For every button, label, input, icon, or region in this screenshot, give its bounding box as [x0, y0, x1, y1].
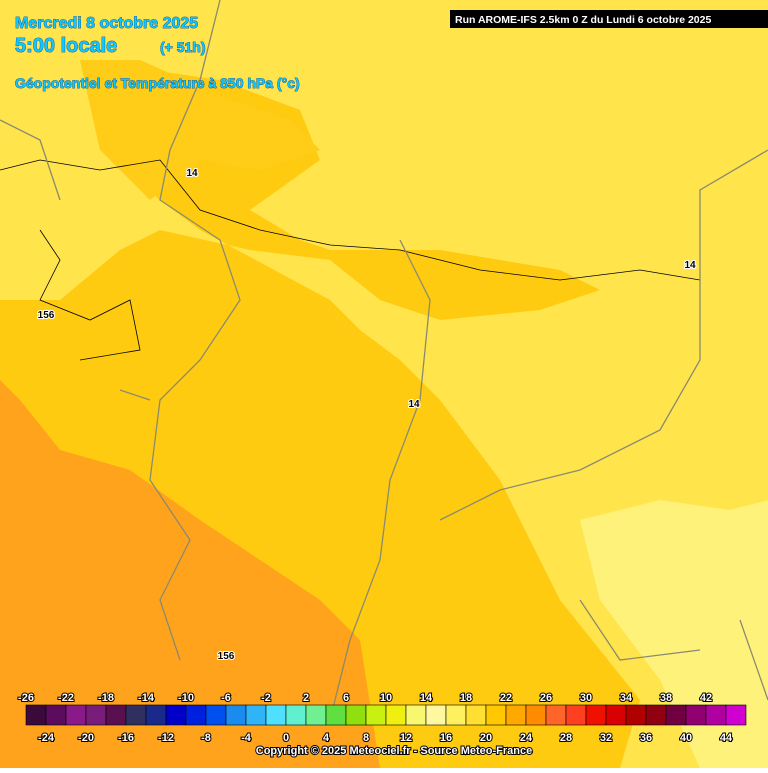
scale-tick-label: 34 [620, 692, 633, 704]
color-box [605, 704, 627, 726]
scale-tick-label: -26 [18, 692, 34, 704]
zone-orange [80, 60, 320, 200]
scale-tick-label: -18 [98, 692, 114, 704]
scale-tick-label: 40 [680, 732, 692, 744]
color-box [285, 704, 307, 726]
color-box [365, 704, 387, 726]
coastline [39, 229, 141, 361]
color-box [85, 704, 107, 726]
scale-tick-label: 18 [460, 692, 472, 704]
contour-label: 156 [218, 651, 235, 662]
scale-tick-label: 42 [700, 692, 712, 704]
scale-tick-label: 20 [480, 732, 492, 744]
color-box [345, 704, 367, 726]
color-box [525, 704, 547, 726]
run: Run AROME-IFS 2.5km 0 Z du Lundi 6 octob… [455, 14, 711, 26]
color-box [725, 704, 747, 726]
time: 5:00 locale [15, 35, 117, 57]
color-box [405, 704, 427, 726]
scale-tick-label: -4 [241, 732, 252, 744]
color-box [45, 704, 67, 726]
color-box [305, 704, 327, 726]
color-box [165, 704, 187, 726]
run-box [450, 10, 768, 28]
scale-tick-label: 6 [343, 692, 349, 704]
scale-tick-label: 14 [420, 692, 433, 704]
contour-label: 156 [38, 310, 55, 321]
color-box [665, 704, 687, 726]
border [0, 119, 768, 701]
scale-tick-label: 12 [400, 732, 412, 744]
scale-tick-label: 28 [560, 732, 572, 744]
scale-tick-label: 22 [500, 692, 512, 704]
coastline [0, 159, 701, 281]
copyright: Copyright © 2025 Meteociel.fr - Source M… [256, 745, 532, 757]
scale-tick-label: 36 [640, 732, 652, 744]
color-box [705, 704, 727, 726]
color-box [385, 704, 407, 726]
scale-tick-label: -8 [201, 732, 211, 744]
color-box [585, 704, 607, 726]
color-box [325, 704, 347, 726]
scale-tick-label: 0 [283, 732, 289, 744]
scale-tick-label: 2 [303, 692, 309, 704]
zone-dark-orange [0, 380, 380, 768]
date: Mercredi 8 octobre 2025 [15, 15, 198, 32]
scale-tick-label: -6 [221, 692, 231, 704]
color-box [685, 704, 707, 726]
field: Géopotentiel et Température à 850 hPa (°… [15, 75, 300, 91]
scale-tick-label: 38 [660, 692, 672, 704]
color-box [145, 704, 167, 726]
scale-tick-label: -20 [78, 732, 94, 744]
scale-tick-label: -10 [178, 692, 194, 704]
scale-tick-label: 10 [380, 692, 392, 704]
color-box [185, 704, 207, 726]
color-box [125, 704, 147, 726]
scale-tick-label: 44 [720, 732, 733, 744]
color-box [245, 704, 267, 726]
color-box [485, 704, 507, 726]
scale-tick-label: 24 [520, 732, 533, 744]
scale-tick-label: 30 [580, 692, 592, 704]
contour-label: 14 [684, 260, 696, 271]
scale-tick-label: 26 [540, 692, 552, 704]
color-box [545, 704, 567, 726]
scale-tick-label: 4 [323, 732, 330, 744]
color-box [205, 704, 227, 726]
color-box [225, 704, 247, 726]
color-box [645, 704, 667, 726]
scale-tick-label: -24 [38, 732, 55, 744]
scale-tick-label: 16 [440, 732, 452, 744]
scale-tick-label: -22 [58, 692, 74, 704]
contour-label: 14 [186, 168, 198, 179]
contour-label: 14 [408, 399, 420, 410]
color-box [625, 704, 647, 726]
lead: (+ 51h) [160, 39, 206, 55]
color-box [265, 704, 287, 726]
color-box [25, 704, 47, 726]
color-box [425, 704, 447, 726]
scale-tick-label: -2 [261, 692, 271, 704]
border [149, 0, 768, 721]
color-box [465, 704, 487, 726]
color-box [505, 704, 527, 726]
scale-tick-label: -12 [158, 732, 174, 744]
color-box [65, 704, 87, 726]
color-scale: -26-24-22-20-18-16-14-12-10-8-6-4-202468… [17, 691, 747, 745]
color-box [445, 704, 467, 726]
zone-pale [580, 500, 768, 768]
color-box [105, 704, 127, 726]
scale-tick-label: -16 [118, 732, 134, 744]
scale-tick-label: 32 [600, 732, 612, 744]
scale-tick-label: 8 [363, 732, 369, 744]
scale-tick-label: -14 [138, 692, 155, 704]
color-box [565, 704, 587, 726]
